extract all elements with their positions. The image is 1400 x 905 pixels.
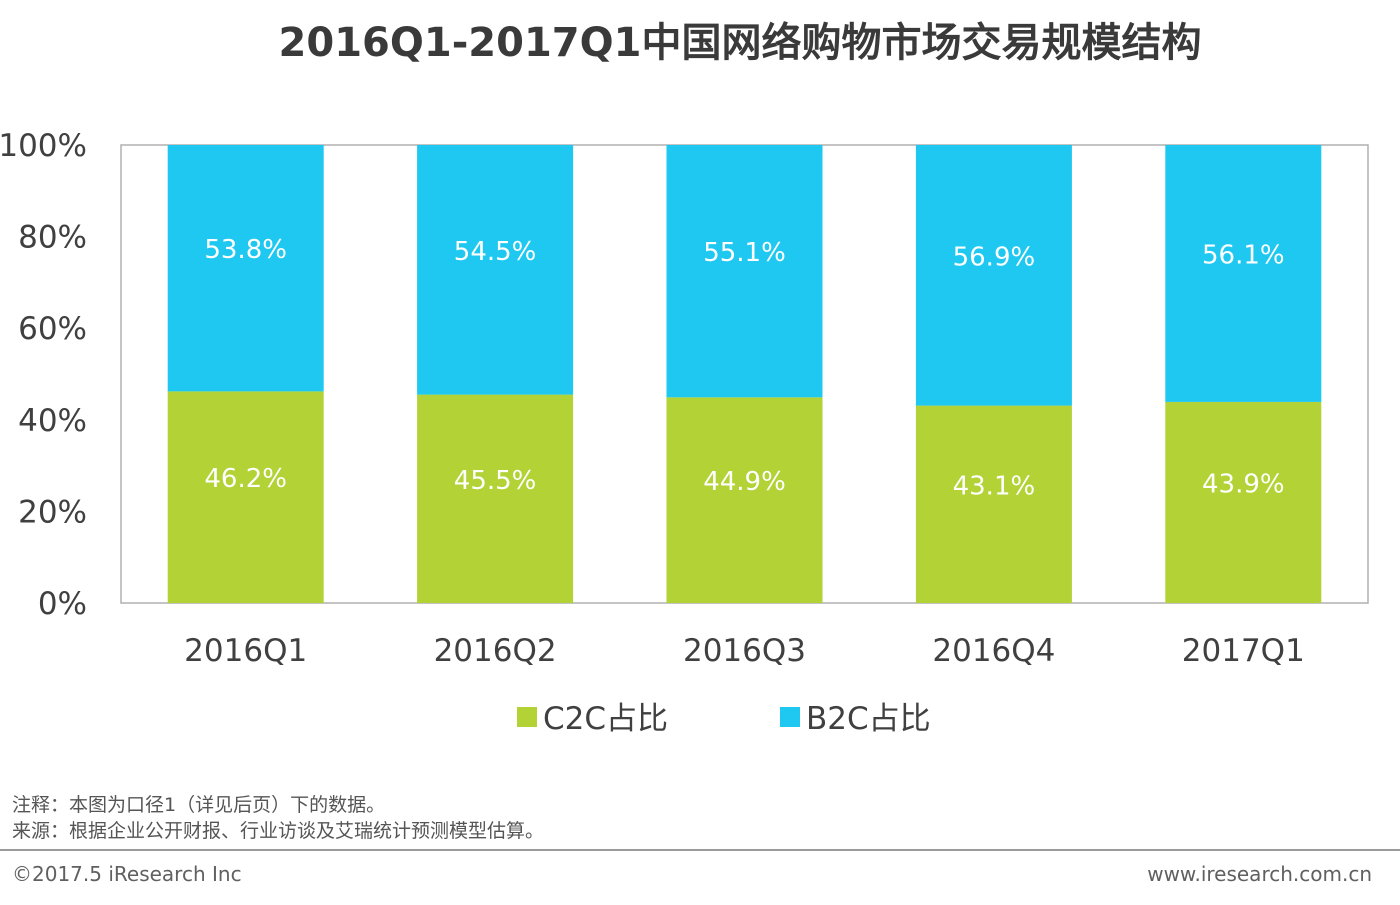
bar-b2c <box>666 145 823 398</box>
data-label: 55.1% <box>703 238 786 268</box>
data-label: 43.9% <box>1202 469 1285 499</box>
y-tick-label: 60% <box>18 311 87 347</box>
bar-b2c <box>1165 145 1322 402</box>
notes: 注释：本图为口径1（详见后页）下的数据。 来源：根据企业公开财报、行业访谈及艾瑞… <box>12 792 544 844</box>
y-tick-label: 40% <box>18 403 87 439</box>
x-tick-label: 2016Q4 <box>932 633 1055 669</box>
data-label: 56.9% <box>953 242 1036 272</box>
data-label: 54.5% <box>454 237 537 267</box>
y-tick-label: 20% <box>18 494 87 530</box>
x-tick-label: 2016Q3 <box>683 633 806 669</box>
data-label: 53.8% <box>204 235 287 265</box>
x-tick-label: 2017Q1 <box>1182 633 1305 669</box>
legend-label: C2C占比 <box>543 701 668 737</box>
y-tick-label: 100% <box>0 128 87 164</box>
copyright: ©2017.5 iResearch Inc <box>12 862 242 886</box>
legend-label: B2C占比 <box>806 701 931 737</box>
bar-b2c <box>167 145 324 392</box>
stacked-bar-chart: 0% 20% 40% 60% 80% 100% 46.2% 53.8% 2016Q1 45.5% 5… <box>0 128 1369 737</box>
data-label: 46.2% <box>204 464 287 494</box>
data-label: 56.1% <box>1202 240 1285 270</box>
data-label: 44.9% <box>703 467 786 497</box>
bar-b2c <box>417 145 574 395</box>
x-tick-label: 2016Q2 <box>434 633 557 669</box>
website-link[interactable]: www.iresearch.com.cn <box>1147 862 1372 886</box>
y-tick-label: 0% <box>38 586 87 622</box>
legend-swatch <box>780 707 800 727</box>
data-label: 45.5% <box>454 466 537 496</box>
note-annotation: 注释：本图为口径1（详见后页）下的数据。 <box>12 794 386 816</box>
bar-c2c <box>167 391 324 603</box>
x-tick-label: 2016Q1 <box>184 633 307 669</box>
chart-title: 2016Q1-2017Q1中国网络购物市场交易规模结构 <box>278 20 1202 66</box>
bar-c2c <box>417 394 574 603</box>
data-label: 43.1% <box>953 471 1036 501</box>
legend-swatch <box>517 707 537 727</box>
bar-b2c <box>915 145 1072 406</box>
y-tick-label: 80% <box>18 220 87 256</box>
bar-c2c <box>666 397 823 603</box>
footer-divider <box>0 849 1400 851</box>
note-source: 来源：根据企业公开财报、行业访谈及艾瑞统计预测模型估算。 <box>12 820 545 842</box>
bar-c2c <box>915 405 1072 603</box>
bar-c2c <box>1165 401 1322 603</box>
